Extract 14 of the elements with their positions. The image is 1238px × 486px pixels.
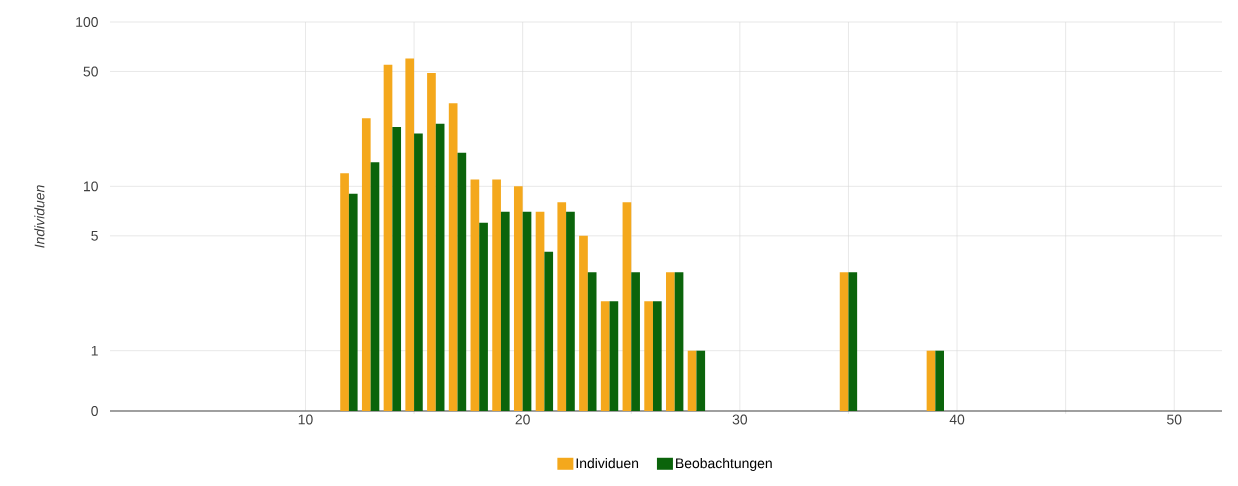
- y-axis-title: Individuen: [34, 185, 45, 248]
- y-tick-label: 0: [91, 406, 98, 416]
- x-tick-label: 30: [732, 414, 748, 425]
- y-tick-label: 100: [76, 17, 98, 27]
- legend-label: Beobachtungen: [676, 457, 772, 471]
- y-tick-label: 10: [84, 181, 98, 192]
- y-tick-label: 50: [83, 66, 98, 77]
- y-tick-label: 5: [91, 230, 98, 241]
- legend-label: Individuen: [576, 457, 639, 469]
- x-tick-label: 20: [515, 414, 530, 425]
- x-tick-label: 10: [298, 414, 313, 425]
- x-tick-label: 50: [1167, 414, 1182, 425]
- y-tick-label: 1: [91, 345, 98, 356]
- x-tick-label: 40: [949, 414, 965, 425]
